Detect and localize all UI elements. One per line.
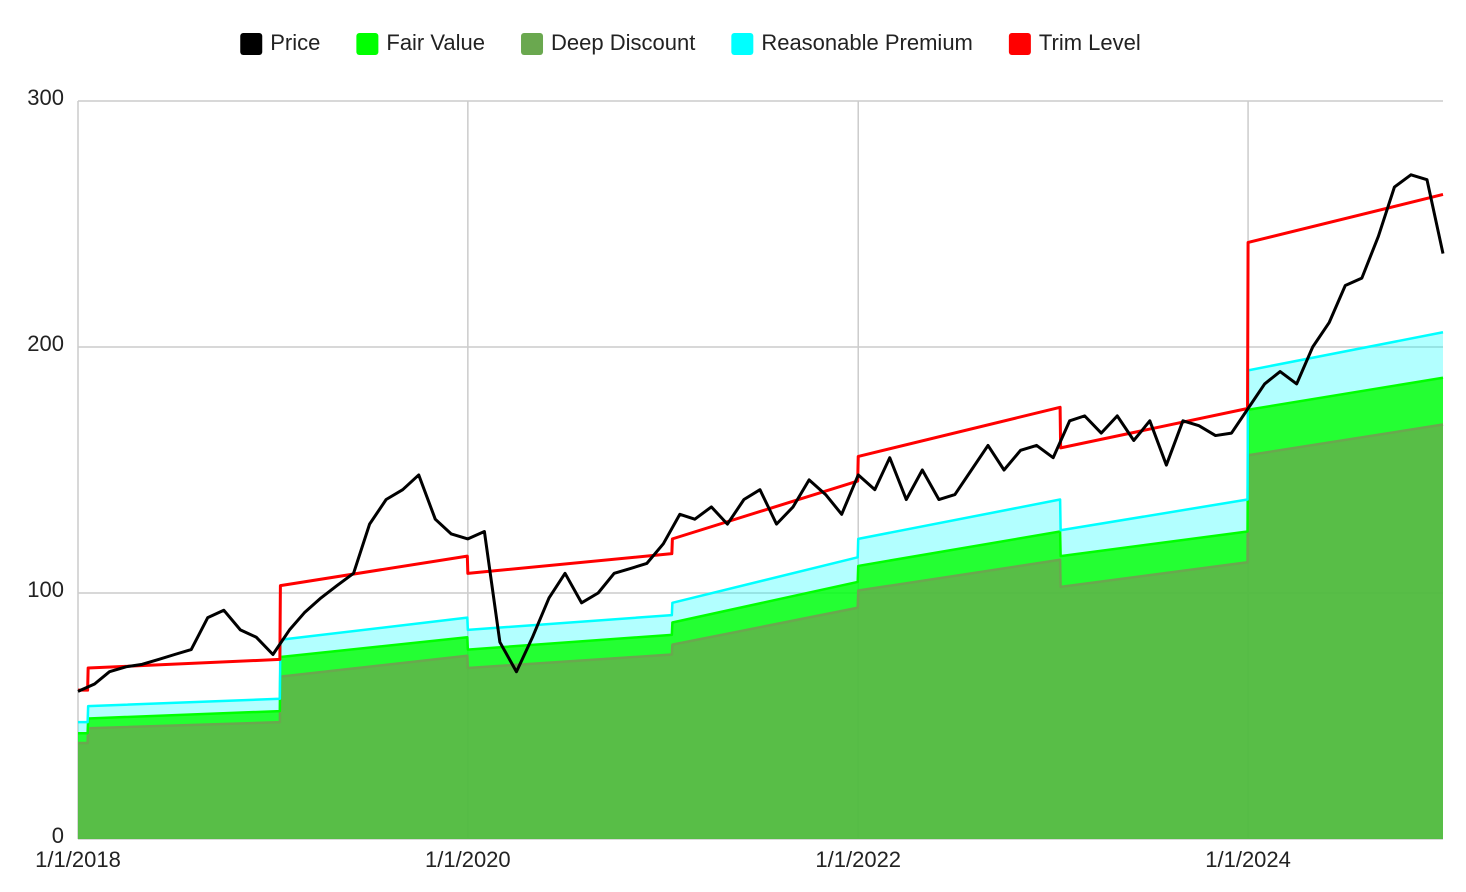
y-tick-label: 0	[52, 823, 64, 848]
legend: Price Fair Value Deep Discount Reasonable P…	[240, 30, 1141, 55]
legend-swatch	[1008, 33, 1031, 55]
y-tick-label: 200	[27, 331, 64, 356]
series-line	[77, 173, 1445, 693]
series-line	[78, 423, 1444, 745]
legend-label: Reasonable Premium	[761, 30, 973, 55]
y-tick-label: 100	[27, 577, 64, 602]
y-tick-label: 300	[27, 85, 64, 110]
series-line	[78, 376, 1444, 735]
legend-swatch	[356, 33, 379, 55]
legend-label: Price	[270, 30, 320, 55]
legend-label: Fair Value	[386, 30, 485, 55]
x-tick-label: 1/1/2024	[1205, 847, 1291, 872]
legend-swatch	[521, 33, 544, 55]
legend-label: Trim Level	[1039, 30, 1141, 55]
legend-swatch	[731, 33, 754, 55]
x-tick-label: 1/1/2020	[425, 847, 511, 872]
area	[78, 424, 1443, 839]
legend-label: Deep Discount	[551, 30, 695, 55]
x-tick-label: 1/1/2022	[815, 847, 901, 872]
x-tick-label: 1/1/2018	[35, 847, 121, 872]
series-line	[78, 331, 1444, 724]
legend-swatch	[240, 33, 263, 55]
